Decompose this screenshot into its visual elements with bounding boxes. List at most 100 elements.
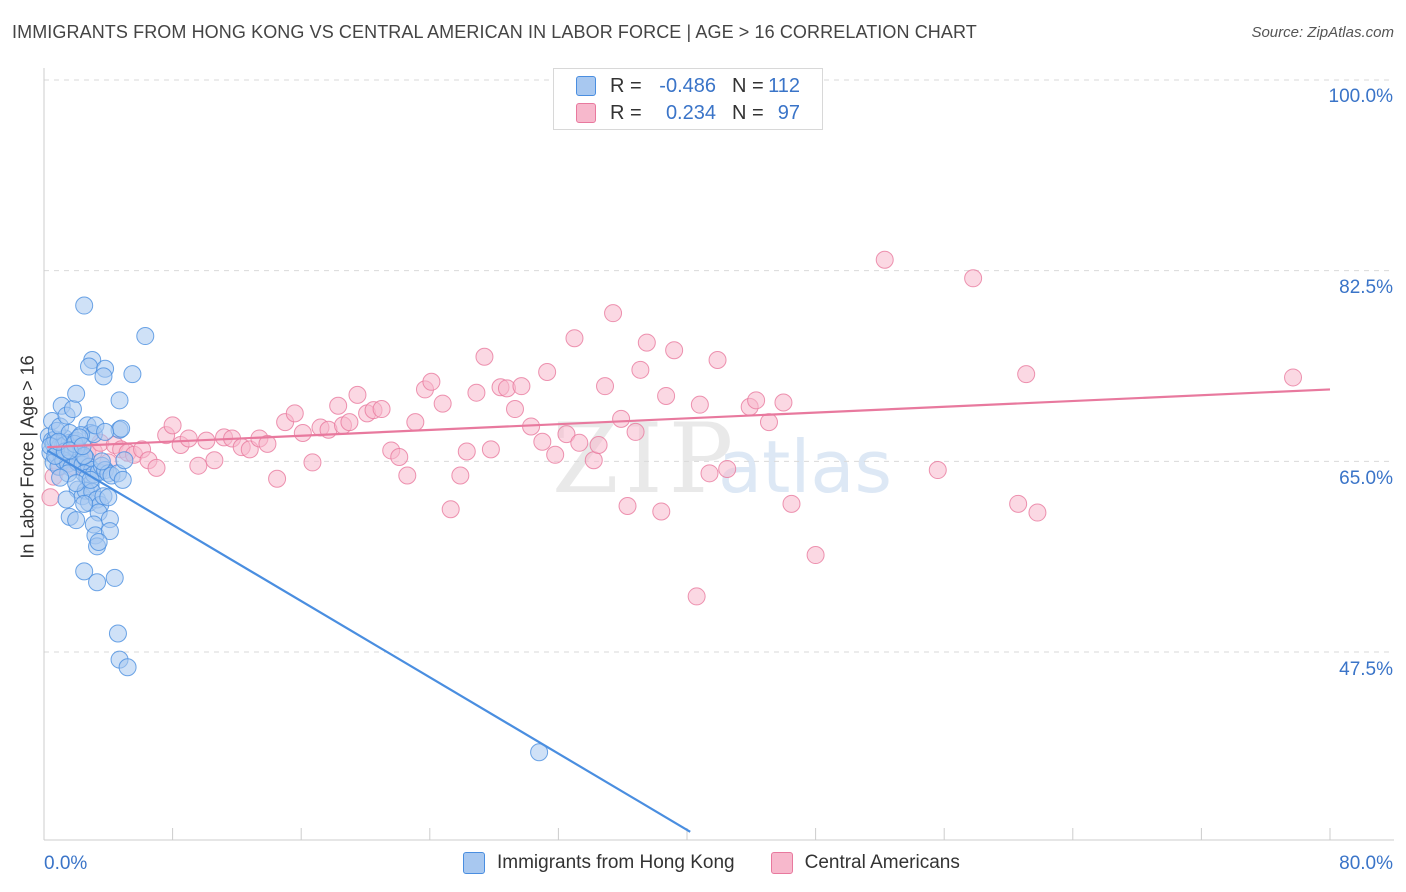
central-americans-point [268, 469, 287, 488]
legend-r-value: 0.234 [665, 101, 716, 124]
hong-kong-point [105, 568, 124, 587]
hong-kong-point [92, 452, 111, 471]
central-americans-point [422, 372, 441, 391]
central-americans-point [626, 422, 645, 441]
central-americans-point [533, 432, 552, 451]
hong-kong-point [123, 365, 142, 384]
trend-lines [46, 388, 1331, 833]
central-americans-point [596, 377, 615, 396]
central-americans-point [348, 385, 367, 404]
legend-r-label: R = [610, 101, 642, 124]
central-americans-point [1284, 368, 1303, 387]
central-americans-point [205, 451, 224, 470]
legend-n-value: 112 [768, 74, 800, 97]
hong-kong-point [67, 511, 86, 530]
central-americans-point [41, 488, 60, 507]
hong-kong-point [67, 384, 86, 403]
watermark: ZIP atlas [552, 403, 892, 515]
central-americans-point [1017, 365, 1036, 384]
central-americans-point [441, 500, 460, 519]
hong-kong-point [88, 573, 107, 592]
legend-swatch-blue [463, 852, 485, 874]
central-americans-point [481, 440, 500, 459]
central-americans-point [782, 494, 801, 513]
y-tick-label: 47.5% [1339, 659, 1393, 680]
legend-n-label: N = [732, 101, 764, 124]
central-americans-point [589, 435, 608, 454]
central-americans-point [189, 456, 208, 475]
y-tick-label: 82.5% [1339, 277, 1393, 298]
legend-swatch-pink [576, 103, 596, 123]
central-americans-point [546, 445, 565, 464]
hong-kong-point [63, 400, 82, 419]
hong-kong-point [100, 522, 119, 541]
legend-swatch-blue [576, 76, 596, 96]
series-legend: Immigrants from Hong Kong Central Americ… [463, 852, 996, 874]
legend-n-label: N = [732, 74, 764, 97]
hong-kong-point [89, 532, 108, 551]
watermark-atlas: atlas [718, 425, 892, 509]
hong-kong-point [530, 743, 549, 762]
central-americans-point [390, 447, 409, 466]
central-americans-point [505, 400, 524, 419]
central-americans-point [637, 333, 656, 352]
central-americans-point [1028, 503, 1047, 522]
central-americans-point [475, 347, 494, 366]
central-americans-point [708, 351, 727, 370]
central-americans-point [163, 416, 182, 435]
central-americans-point [557, 425, 576, 444]
legend-row-hong-kong: R = -0.486 N = 112 [576, 73, 800, 99]
central-americans-point [293, 424, 312, 443]
hong-kong-point [81, 470, 100, 489]
hong-kong-point [113, 470, 132, 489]
central-americans-point [657, 386, 676, 405]
central-americans-point [759, 413, 778, 432]
legend-n-value: 97 [777, 101, 800, 124]
y-tick-label: 65.0% [1339, 468, 1393, 489]
central-americans-point [451, 466, 470, 485]
central-americans-point [700, 464, 719, 483]
central-americans-point [665, 341, 684, 360]
hong-kong-point [57, 490, 76, 509]
correlation-legend: R = -0.486 N = 112 R = 0.234 N = 97 [553, 68, 823, 130]
hong-kong-point [108, 624, 127, 643]
central-americans-point [1009, 494, 1028, 513]
central-americans-point [774, 393, 793, 412]
hong-kong-point [136, 327, 155, 346]
central-americans-point [433, 394, 452, 413]
central-americans-point [612, 409, 631, 428]
hong-kong-point [75, 494, 94, 513]
x-tick-label: 0.0% [44, 853, 88, 874]
central-americans-point [538, 362, 557, 381]
central-americans-point [690, 395, 709, 414]
hong-kong-point [118, 658, 137, 677]
hong-kong-point [94, 367, 113, 386]
hong-kong-point [99, 488, 118, 507]
legend-item-hong-kong: Immigrants from Hong Kong [463, 852, 735, 874]
legend-row-central-americans: R = 0.234 N = 97 [576, 100, 800, 126]
central-americans-point [512, 377, 531, 396]
central-americans-point [631, 360, 650, 379]
central-americans-point [565, 329, 584, 348]
central-americans-point [372, 400, 391, 419]
trend-line-hong-kong [46, 449, 691, 833]
central-americans-point [147, 458, 166, 477]
central-americans-point [928, 461, 947, 480]
central-americans-point [718, 459, 737, 478]
central-americans-point [747, 391, 766, 410]
central-americans-point [875, 250, 894, 269]
central-americans-point [285, 404, 304, 423]
central-americans-point [406, 413, 425, 432]
central-americans-point [398, 466, 417, 485]
central-americans-point [652, 502, 671, 521]
hong-kong-point [75, 296, 94, 315]
central-americans-point [340, 413, 359, 432]
central-americans-point [179, 429, 198, 448]
hong-kong-point [96, 422, 115, 441]
legend-swatch-pink [770, 852, 793, 874]
central-americans-point [687, 587, 706, 606]
y-tick-label: 100.0% [1328, 86, 1393, 107]
hong-kong-point [115, 451, 134, 470]
series-hong-kong [39, 296, 549, 762]
